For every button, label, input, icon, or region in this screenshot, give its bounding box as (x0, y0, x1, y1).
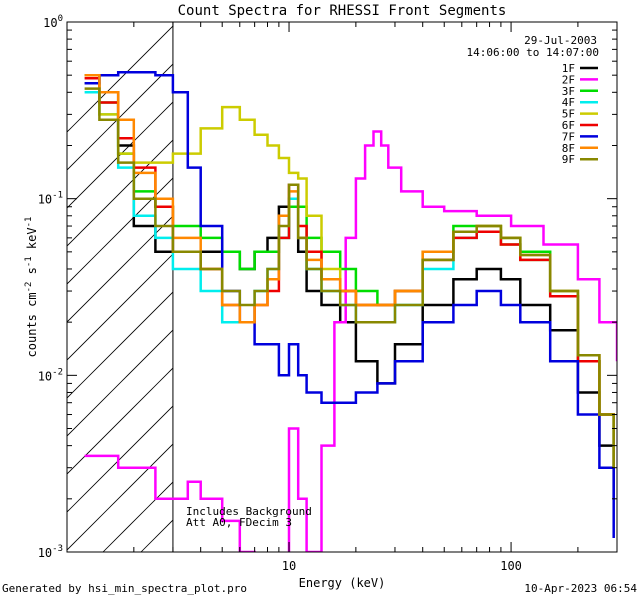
x-tick-label-100: 100 (500, 559, 522, 573)
hatched-region (67, 25, 173, 552)
series-line-9F (84, 87, 615, 468)
y-tick-label-1e-1: 10-1 (38, 191, 63, 207)
x-axis-label: Energy (keV) (299, 576, 386, 590)
hatch-line (67, 215, 173, 323)
series-line-5F (84, 82, 615, 468)
legend-label-2F: 2F (562, 73, 575, 86)
info-date: 29-Jul-2003 (524, 34, 597, 47)
chart-title: Count Spectra for RHESSI Front Segments (178, 3, 507, 19)
hatch-line (67, 25, 173, 133)
hatch-line (67, 367, 173, 475)
hatch-line (67, 63, 173, 171)
annotation-background: Includes Background (186, 505, 312, 518)
y-axis-label: counts cm-2 s-1 keV-1 (24, 217, 39, 358)
hatch-line (102, 481, 173, 552)
legend-label-3F: 3F (562, 85, 575, 98)
legend-label-4F: 4F (562, 96, 575, 109)
info-time-range: 14:06:00 to 14:07:00 (467, 46, 599, 59)
hatch-line (67, 443, 173, 551)
legend-label-6F: 6F (562, 119, 575, 132)
hatch-line (67, 101, 173, 209)
series-line-6F (84, 77, 615, 468)
x-tick-label-10: 10 (282, 559, 296, 573)
legend-label-8F: 8F (562, 142, 575, 155)
legend-label-7F: 7F (562, 130, 575, 143)
hatch-line (67, 253, 173, 361)
hatch-line (67, 139, 173, 247)
series-line-8F (84, 73, 615, 468)
annotation-attenuator: Att A0, FDecim 3 (186, 516, 292, 529)
axis-ticks (66, 21, 618, 553)
legend-label-9F: 9F (562, 153, 575, 166)
footer-generated-by: Generated by hsi_min_spectra_plot.pro (2, 582, 248, 595)
plot-frame (66, 21, 618, 553)
series-line-3F (84, 73, 615, 468)
hatch-line (67, 329, 173, 437)
hatch-line (67, 405, 173, 513)
series-line-1F (99, 91, 615, 499)
legend-label-1F: 1F (562, 62, 575, 75)
footer-timestamp: 10-Apr-2023 06:54 (524, 582, 637, 595)
y-tick-label-1e-2: 10-2 (38, 367, 63, 383)
legend-label-5F: 5F (562, 108, 575, 121)
y-tick-label-1e-3: 10-3 (38, 544, 63, 560)
series-line-2F (84, 130, 617, 552)
series-layer (84, 70, 617, 552)
y-tick-label-1e0: 100 (43, 14, 63, 30)
series-line-7F (84, 70, 615, 538)
